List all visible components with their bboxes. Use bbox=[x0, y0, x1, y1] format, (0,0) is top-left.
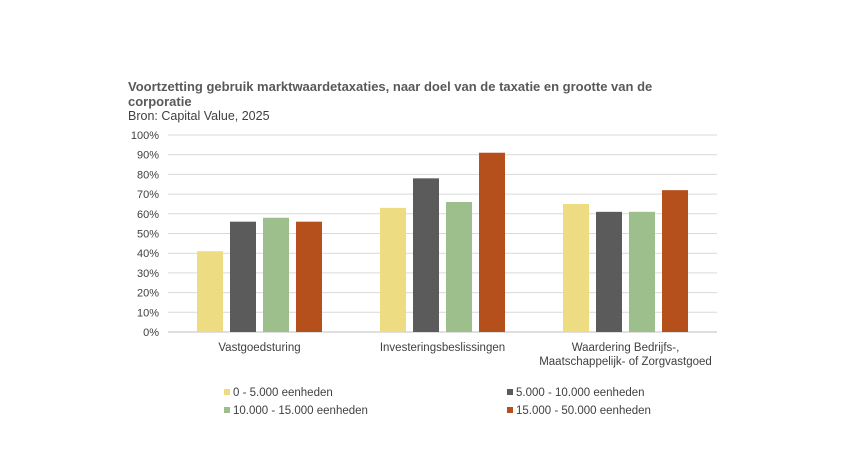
legend-swatch bbox=[507, 407, 513, 413]
legend-label: 0 - 5.000 eenheden bbox=[233, 387, 333, 399]
legend-swatch bbox=[224, 389, 230, 395]
legend-label: 5.000 - 10.000 eenheden bbox=[516, 387, 645, 399]
y-tick-label: 40% bbox=[137, 248, 159, 260]
y-tick-label: 10% bbox=[137, 307, 159, 319]
x-tick-label: Waardering Bedrijfs-, bbox=[572, 342, 680, 354]
y-tick-label: 100% bbox=[131, 130, 159, 142]
x-tick-label: Maatschappelijk- of Zorgvastgoed bbox=[539, 356, 712, 368]
bar bbox=[629, 211, 655, 332]
bar bbox=[662, 190, 688, 332]
bar bbox=[230, 221, 256, 332]
bar bbox=[380, 207, 406, 332]
legend-swatch bbox=[507, 389, 513, 395]
bar bbox=[479, 152, 505, 332]
x-tick-label: Vastgoedsturing bbox=[218, 342, 300, 354]
y-tick-label: 90% bbox=[137, 150, 159, 162]
bar bbox=[197, 251, 223, 332]
y-tick-label: 50% bbox=[137, 229, 159, 241]
bar bbox=[596, 211, 622, 332]
y-tick-label: 30% bbox=[137, 268, 159, 280]
legend-label: 15.000 - 50.000 eenheden bbox=[516, 405, 651, 417]
bar bbox=[413, 178, 439, 332]
y-tick-label: 80% bbox=[137, 169, 159, 181]
y-tick-label: 20% bbox=[137, 288, 159, 300]
y-tick-label: 60% bbox=[137, 209, 159, 221]
bar bbox=[296, 221, 322, 332]
bar bbox=[563, 203, 589, 332]
x-tick-label: Investeringsbeslissingen bbox=[380, 342, 505, 354]
legend-label: 10.000 - 15.000 eenheden bbox=[233, 405, 368, 417]
bar bbox=[263, 217, 289, 332]
y-tick-label: 70% bbox=[137, 189, 159, 201]
y-tick-label: 0% bbox=[143, 327, 159, 339]
legend-swatch bbox=[224, 407, 230, 413]
bar bbox=[446, 201, 472, 332]
chart-title: Voortzetting gebruik marktwaardetaxaties… bbox=[128, 79, 653, 109]
chart-source: Bron: Capital Value, 2025 bbox=[128, 109, 270, 123]
